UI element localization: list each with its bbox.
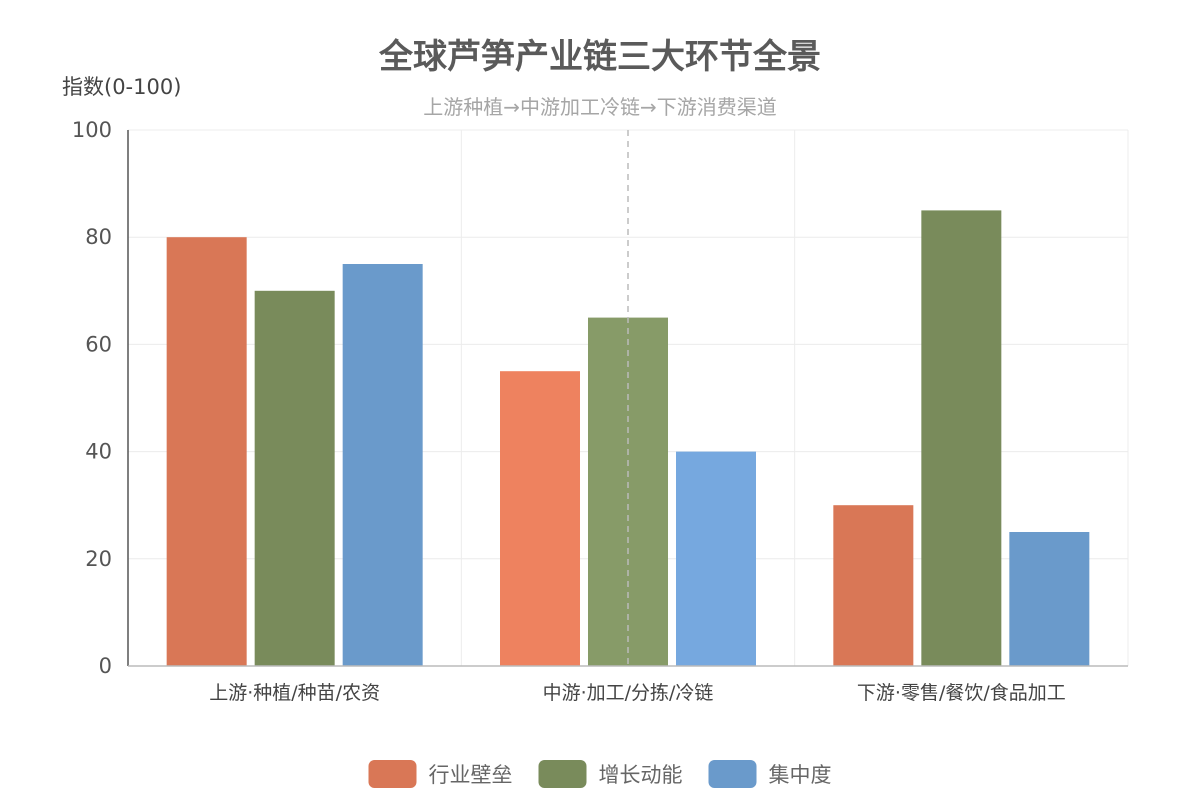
bar [833,505,914,666]
legend: 行业壁垒 增长动能 集中度 [368,760,832,788]
y-tick-label: 100 [72,118,112,142]
bar [588,317,668,666]
legend-swatch [708,760,757,788]
y-axis-label: 指数(0-100) [62,75,181,99]
legend-label: 增长动能 [599,763,683,787]
x-tick-label: 中游·加工/分拣/冷链 [543,682,714,704]
x-tick-label: 下游·零售/餐饮/食品加工 [857,682,1066,704]
axes [127,130,1128,667]
y-tick-label: 80 [85,225,112,249]
x-tick-labels: 上游·种植/种苗/农资 中游·加工/分拣/冷链 下游·零售/餐饮/食品加工 [209,682,1066,704]
chart-subtitle: 上游种植→中游加工冷链→下游消费渠道 [423,95,777,119]
y-tick-label: 20 [85,547,112,571]
bar [254,290,335,666]
y-tick-labels: 0 20 40 60 80 100 [72,118,112,678]
legend-swatch [368,760,417,788]
bar [166,237,247,666]
bar [1009,532,1090,666]
legend-label: 行业壁垒 [429,763,513,787]
bar [676,451,756,666]
y-tick-label: 0 [99,654,112,678]
y-tick-label: 40 [85,440,112,464]
bar [500,371,580,666]
legend-swatch [538,760,587,788]
bar [921,210,1002,666]
chart-title: 全球芦笋产业链三大环节全景 [378,37,821,77]
x-tick-label: 上游·种植/种苗/农资 [209,682,380,704]
y-tick-label: 60 [85,332,112,356]
legend-label: 集中度 [769,763,832,787]
bar [342,264,423,666]
